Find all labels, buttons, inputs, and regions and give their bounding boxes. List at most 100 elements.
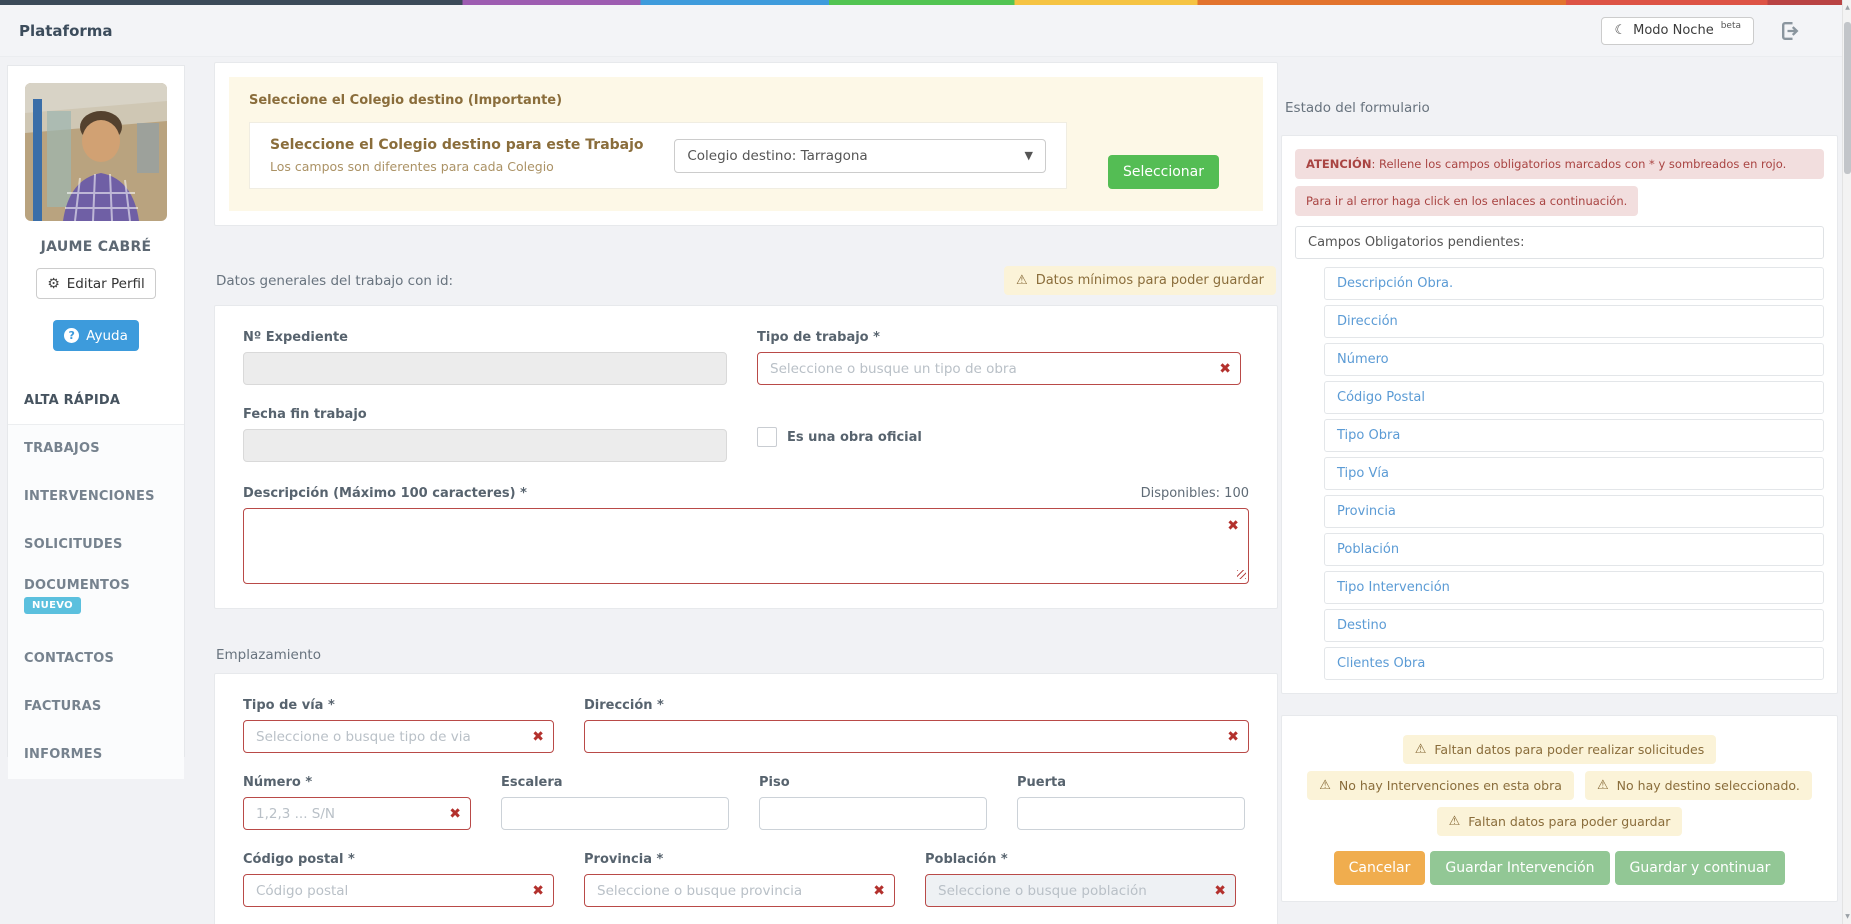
rainbow-strip: [0, 0, 1851, 5]
pending-link-label[interactable]: Número: [1337, 352, 1389, 367]
pending-link-provincia[interactable]: Provincia: [1324, 495, 1824, 528]
edit-profile-button[interactable]: ⚙ Editar Perfil: [36, 268, 156, 299]
warning-badge-intervenciones: ⚠ No hay Intervenciones en esta obra: [1307, 771, 1574, 800]
colegio-subtitle: Los campos son diferentes para cada Cole…: [270, 159, 554, 174]
min-data-badge-text: Datos mínimos para poder guardar: [1035, 273, 1264, 288]
puerta-input[interactable]: [1017, 797, 1245, 830]
warning-icon: ⚠: [1016, 273, 1028, 288]
obra-oficial-checkbox[interactable]: [757, 427, 777, 447]
pending-link-label[interactable]: Tipo Obra: [1337, 428, 1401, 443]
pending-fields-list: Descripción Obra. Dirección Número Códig…: [1295, 267, 1824, 680]
direccion-label: Dirección *: [584, 698, 664, 713]
pending-link-label[interactable]: Población: [1337, 542, 1400, 557]
sidebar-nav-rest: TRABAJOS INTERVENCIONES SOLICITUDES DOCU…: [8, 425, 184, 779]
sidebar-item-solicitudes[interactable]: SOLICITUDES: [24, 537, 123, 552]
emplazamiento-card: Tipo de vía * ✖ Dirección * ✖ Número: [214, 673, 1278, 924]
night-mode-button[interactable]: ☾ Modo Noche beta: [1601, 16, 1754, 45]
sidebar-item-intervenciones[interactable]: INTERVENCIONES: [24, 489, 155, 504]
pending-link-label[interactable]: Destino: [1337, 618, 1387, 633]
poblacion-label: Población *: [925, 852, 1008, 867]
main-content: Seleccione el Colegio destino (Important…: [214, 62, 1278, 924]
expediente-label: Nº Expediente: [243, 330, 348, 345]
piso-label: Piso: [759, 775, 790, 790]
tipo-via-label: Tipo de vía *: [243, 698, 335, 713]
vertical-scrollbar[interactable]: ▲ ▼: [1842, 0, 1851, 924]
help-label: Ayuda: [86, 327, 128, 344]
datos-section-head: Datos generales del trabajo con id: ⚠ Da…: [216, 266, 1276, 295]
sidebar-item-contactos[interactable]: CONTACTOS: [24, 651, 115, 666]
sidebar-item-informes[interactable]: INFORMES: [24, 747, 103, 762]
sidebar-item-facturas[interactable]: FACTURAS: [24, 699, 102, 714]
pending-link-numero[interactable]: Número: [1324, 343, 1824, 376]
pending-link-label[interactable]: Código Postal: [1337, 390, 1426, 405]
warning-icon: ⚠: [1448, 814, 1461, 829]
guardar-y-continuar-button[interactable]: Guardar y continuar: [1614, 851, 1786, 885]
sidebar: JAUME CABRÉ ⚙ Editar Perfil ? Ayuda ALTA…: [7, 65, 185, 779]
poblacion-input[interactable]: [925, 874, 1236, 907]
warning-badge-text: No hay destino seleccionado.: [1616, 778, 1800, 793]
edit-profile-label: Editar Perfil: [66, 275, 145, 292]
pending-link-label[interactable]: Provincia: [1337, 504, 1396, 519]
direccion-input[interactable]: [584, 720, 1249, 753]
pending-link-codigo-postal[interactable]: Código Postal: [1324, 381, 1824, 414]
pending-link-tipo-via[interactable]: Tipo Vía: [1324, 457, 1824, 490]
scroll-up-icon[interactable]: ▲: [1845, 4, 1850, 11]
emplazamiento-section-title: Emplazamiento: [216, 647, 321, 663]
escalera-input[interactable]: [501, 797, 729, 830]
tipo-via-input[interactable]: [243, 720, 554, 753]
piso-input[interactable]: [759, 797, 987, 830]
tipo-trabajo-input[interactable]: [757, 352, 1241, 385]
error-x-icon: ✖: [873, 882, 885, 899]
actions-card: ⚠ Faltan datos para poder realizar solic…: [1281, 715, 1838, 902]
sidebar-item-documentos[interactable]: DOCUMENTOS NUEVO: [8, 569, 184, 635]
datos-generales-card: Nº Expediente Tipo de trabajo * ✖ Fecha …: [214, 305, 1278, 609]
help-button[interactable]: ? Ayuda: [53, 320, 139, 351]
topbar-actions: ☾ Modo Noche beta: [1601, 16, 1804, 45]
emplazamiento-section-head: Emplazamiento: [216, 647, 1276, 663]
pending-link-clientes-obra[interactable]: Clientes Obra: [1324, 647, 1824, 680]
warning-icon: ⚠: [1414, 742, 1427, 757]
colegio-title: Seleccione el Colegio destino para este …: [270, 137, 644, 153]
puerta-label: Puerta: [1017, 775, 1066, 790]
scrollbar-thumb[interactable]: [1844, 22, 1851, 174]
pending-link-label[interactable]: Tipo Intervención: [1337, 580, 1450, 595]
pending-link-tipo-obra[interactable]: Tipo Obra: [1324, 419, 1824, 452]
warning-icon: ⚠: [1319, 778, 1331, 793]
user-name: JAUME CABRÉ: [40, 239, 152, 255]
error-x-icon: ✖: [1214, 882, 1226, 899]
warning-badge-text: Faltan datos para poder guardar: [1468, 814, 1671, 829]
pending-link-label[interactable]: Dirección: [1337, 314, 1398, 329]
pending-link-label[interactable]: Clientes Obra: [1337, 656, 1426, 671]
colegio-destino-select[interactable]: Colegio destino: Tarragona ▼: [674, 138, 1046, 173]
logout-icon[interactable]: [1778, 19, 1804, 43]
pending-link-tipo-intervencion[interactable]: Tipo Intervención: [1324, 571, 1824, 604]
seleccionar-button[interactable]: Seleccionar: [1107, 155, 1219, 189]
sidebar-item-trabajos[interactable]: TRABAJOS: [24, 441, 100, 456]
pending-fields-title: Campos Obligatorios pendientes:: [1295, 226, 1824, 259]
caret-down-icon: ▼: [1024, 149, 1033, 162]
provincia-input[interactable]: [584, 874, 895, 907]
pending-link-label[interactable]: Tipo Vía: [1337, 466, 1389, 481]
profile-photo: [25, 83, 167, 221]
pending-link-poblacion[interactable]: Población: [1324, 533, 1824, 566]
cancelar-button[interactable]: Cancelar: [1333, 851, 1426, 885]
guardar-intervencion-button[interactable]: Guardar Intervención: [1430, 851, 1610, 885]
pending-link-descripcion-obra[interactable]: Descripción Obra.: [1324, 267, 1824, 300]
descripcion-textarea[interactable]: [243, 508, 1249, 584]
sidebar-item-alta-rapida[interactable]: ALTA RÁPIDA: [8, 377, 184, 425]
fecha-fin-input: [243, 429, 727, 462]
sidebar-item-label: DOCUMENTOS: [24, 578, 130, 593]
codigo-postal-input[interactable]: [243, 874, 554, 907]
pending-link-label[interactable]: Descripción Obra.: [1337, 276, 1454, 291]
error-x-icon: ✖: [532, 728, 544, 745]
warning-badge-destino: ⚠ No hay destino seleccionado.: [1585, 771, 1812, 800]
scroll-down-icon[interactable]: ▼: [1845, 913, 1850, 920]
question-icon: ?: [64, 328, 80, 343]
warning-badge-text: Faltan datos para poder realizar solicit…: [1434, 742, 1705, 757]
sidebar-nav: ALTA RÁPIDA TRABAJOS INTERVENCIONES SOLI…: [8, 377, 184, 779]
estado-section-title: Estado del formulario: [1285, 100, 1430, 116]
numero-input[interactable]: [243, 797, 471, 830]
pending-link-destino[interactable]: Destino: [1324, 609, 1824, 642]
pending-link-direccion[interactable]: Dirección: [1324, 305, 1824, 338]
error-x-icon: ✖: [1227, 518, 1239, 534]
